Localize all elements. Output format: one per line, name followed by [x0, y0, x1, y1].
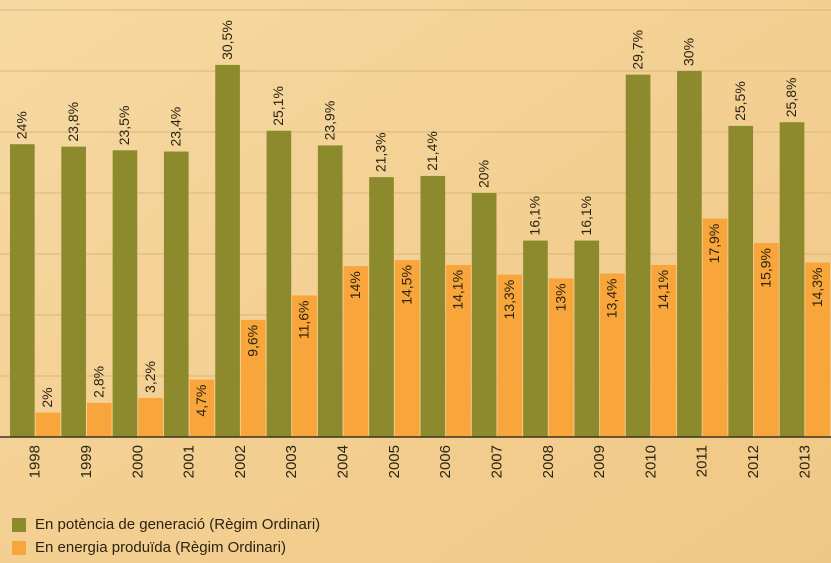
value-label: 17,9%: [706, 224, 722, 264]
bar: [471, 193, 497, 437]
value-label: 23,4%: [167, 107, 183, 147]
x-tick-label: 2003: [283, 445, 300, 478]
bar: [189, 379, 215, 437]
value-label: 23,8%: [65, 102, 81, 142]
x-tick-label: 2011: [694, 445, 711, 477]
bar: [779, 122, 805, 438]
bar: [677, 71, 702, 437]
value-label: 9,6%: [244, 325, 260, 357]
x-tick-label: 2008: [540, 445, 557, 478]
value-label: 25,1%: [270, 86, 286, 126]
x-tick-label: 2013: [796, 445, 813, 478]
value-label: 21,4%: [424, 131, 440, 171]
bar: [138, 397, 163, 437]
value-label: 4,7%: [193, 385, 209, 417]
bar: [523, 240, 548, 437]
bar: [369, 177, 394, 437]
value-label: 14%: [347, 271, 363, 299]
bar: [35, 412, 61, 437]
bar: [266, 130, 292, 437]
x-tick-label: 2005: [386, 445, 403, 478]
bar: [702, 218, 728, 437]
bar: [163, 151, 189, 437]
value-label: 25,8%: [783, 78, 799, 118]
value-label: 21,3%: [373, 132, 389, 172]
value-label: 24%: [14, 111, 30, 139]
x-tick-label: 1999: [78, 445, 95, 478]
bar: [548, 278, 574, 437]
bar: [497, 274, 523, 437]
bar: [215, 64, 240, 438]
x-tick-label: 2004: [335, 445, 352, 478]
legend-swatch: [12, 518, 26, 532]
bar: [10, 144, 35, 437]
legend-label: En potència de generació (Règim Ordinari…: [35, 516, 320, 533]
bar: [625, 74, 651, 437]
value-label: 13%: [552, 283, 568, 311]
value-label: 14,1%: [655, 270, 671, 310]
bar: [728, 125, 754, 438]
bar: [394, 260, 420, 437]
value-label: 23,9%: [321, 101, 337, 141]
bar: [86, 402, 112, 437]
bar: [574, 240, 600, 437]
value-label: 2,8%: [91, 366, 107, 398]
bar: [754, 243, 779, 437]
value-label: 29,7%: [629, 30, 645, 70]
value-label: 23,5%: [116, 106, 132, 146]
value-label: 13,3%: [501, 280, 517, 320]
x-tick-label: 2002: [232, 445, 249, 478]
value-label: 30%: [681, 38, 697, 66]
bar: [343, 266, 369, 437]
bar: [651, 264, 677, 437]
x-tick-label: 2007: [488, 445, 505, 478]
bar: [112, 150, 138, 438]
value-label: 16,1%: [527, 196, 543, 236]
value-label: 14,3%: [809, 268, 825, 308]
bar: [240, 319, 266, 437]
x-tick-label: 2012: [745, 445, 762, 478]
value-label: 14,1%: [450, 270, 466, 310]
value-label: 15,9%: [758, 248, 774, 288]
value-label: 20%: [475, 160, 491, 188]
x-tick-label: 2006: [437, 445, 454, 478]
value-label: 3,2%: [142, 361, 158, 393]
bar: [292, 295, 317, 437]
value-label: 25,5%: [732, 81, 748, 121]
bar: [805, 262, 830, 437]
value-label: 16,1%: [578, 196, 594, 236]
bar: [317, 145, 343, 438]
value-label: 30,5%: [219, 20, 235, 60]
legend-swatch: [12, 541, 26, 555]
value-label: 11,6%: [296, 300, 312, 339]
bar: [600, 273, 625, 437]
bar: [420, 175, 446, 438]
x-tick-label: 2010: [642, 445, 659, 478]
value-label: 14,5%: [398, 265, 414, 305]
bar: [446, 264, 471, 437]
bar: [61, 146, 86, 437]
value-label: 13,4%: [604, 279, 620, 319]
x-tick-label: 2009: [591, 445, 608, 478]
x-tick-label: 1998: [27, 445, 44, 478]
x-tick-label: 2001: [181, 445, 198, 478]
legend-label: En energia produïda (Règim Ordinari): [35, 539, 286, 556]
x-tick-label: 2000: [129, 445, 146, 478]
value-label: 2%: [39, 387, 55, 407]
